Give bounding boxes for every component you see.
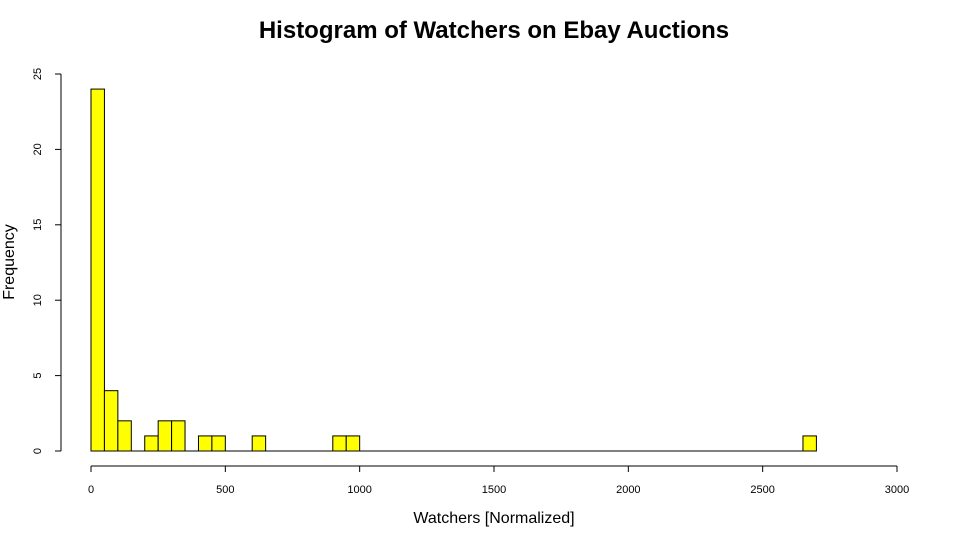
histogram-bar — [332, 435, 347, 452]
y-axis: 0 5 10 15 20 25 — [32, 68, 62, 454]
histogram-bar — [90, 88, 105, 452]
histogram-bar — [117, 420, 132, 452]
histogram-bar — [251, 435, 267, 452]
y-tick-label: 0 — [32, 448, 44, 454]
histogram-bar — [144, 435, 159, 452]
x-axis: 0 500 1000 1500 2000 2500 3000 — [88, 465, 909, 496]
histogram-bar — [171, 420, 186, 452]
y-tick-label: 15 — [32, 219, 44, 231]
y-axis-label: Frequency — [1, 224, 18, 300]
bars-group — [90, 88, 817, 452]
y-tick-label: 5 — [32, 373, 44, 379]
x-tick-label: 1500 — [482, 484, 506, 496]
x-axis-label: Watchers [Normalized] — [413, 510, 574, 527]
x-tick-label: 2500 — [750, 484, 774, 496]
histogram-bar — [197, 435, 213, 452]
x-tick-label: 2000 — [616, 484, 640, 496]
histogram-bar — [345, 435, 361, 452]
histogram-bar — [211, 435, 226, 452]
x-tick-label: 3000 — [885, 484, 909, 496]
histogram-bar — [103, 390, 119, 452]
y-tick-label: 20 — [32, 143, 44, 155]
y-tick-label: 10 — [32, 294, 44, 306]
y-tick-label: 25 — [32, 68, 44, 80]
histogram-bar — [157, 420, 173, 452]
histogram-bar — [802, 435, 817, 452]
chart-title: Histogram of Watchers on Ebay Auctions — [259, 17, 729, 44]
x-tick-label: 500 — [216, 484, 234, 496]
x-tick-label: 0 — [88, 484, 94, 496]
x-tick-label: 1000 — [347, 484, 371, 496]
